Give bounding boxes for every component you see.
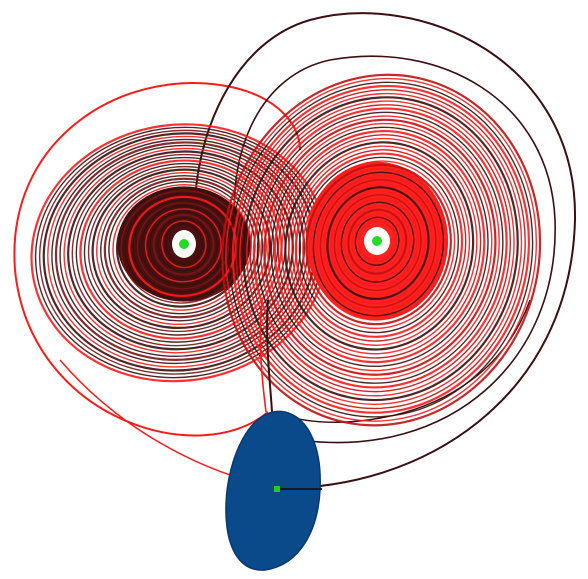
left-fixed-point [172,230,196,258]
trajectory-loop [298,156,459,334]
trajectory-loop [256,111,504,384]
trajectory-loop [152,213,215,276]
initial-point [274,486,280,492]
trajectory-loop [340,201,415,283]
outer-red-trajectory [13,82,301,437]
trajectory-loop [305,163,452,326]
trajectory-loop [75,156,286,343]
trajectory-loop [344,205,411,279]
trajectory-loop [333,194,422,292]
trajectory-loop [330,190,426,296]
trajectory-loop [354,216,400,266]
trajectory-loop [115,186,249,308]
trajectory-loop [87,165,275,333]
trajectory-loop [239,92,523,405]
trajectory-loop [157,217,211,272]
trajectory-loop [59,144,302,358]
trajectory-loop [79,159,283,340]
trajectory-loop [270,126,489,368]
trajectory-loop [228,81,534,418]
trajectory-loop [124,193,241,301]
trajectory-loop [351,212,404,271]
trajectory-loop [221,73,542,427]
trajectory-loop [164,222,204,266]
trajectory-loop [148,211,218,279]
trajectory-loop [277,134,482,359]
right-attractor-lobe [221,73,542,427]
trajectory-loop [242,96,519,402]
trajectory-loop [252,107,508,389]
trajectory-loop [302,160,456,330]
trajectory-loop [281,137,478,355]
trajectory-loop [315,174,441,313]
trajectory-loop [63,147,298,354]
trajectory-loop [294,152,464,338]
trajectory-loop [347,208,408,275]
trajectory-loop [267,122,493,372]
trajectory-loop [71,153,290,347]
trajectory-loop [132,199,233,294]
trajectory-loop [249,104,511,393]
trajectory-loop [273,129,486,364]
trajectory-loop [357,219,397,263]
trajectory-loop [312,171,445,317]
trajectory-loop [140,204,226,287]
trajectory-loop [128,195,238,298]
trajectory-loop [284,141,475,351]
trajectory-loop [144,208,222,283]
trajectory-loop [291,149,467,342]
strand-to-blob [266,299,273,413]
trajectory-loop [136,202,230,290]
connecting-strands [259,299,273,413]
left-attractor-lobe [30,123,328,383]
trajectory-loop [336,197,419,288]
trajectory-loop [323,182,433,304]
trajectory-loop [235,89,526,410]
trajectory-loop [309,167,448,321]
trajectory-loop [288,145,471,346]
trajectory-loop [225,77,538,422]
trajectory-loop [246,100,515,397]
trajectory-loop [161,220,207,269]
blue-basin-blob [225,410,321,571]
trajectory-loop [263,118,497,376]
right-fixed-point [364,227,390,255]
trajectory-loop [326,186,430,300]
trajectory-loop [67,150,294,351]
trajectory-loop [54,141,306,361]
trajectory-loop [260,115,500,380]
strand-to-blob-red [259,299,267,413]
outer-dark-trajectory-2 [233,55,556,444]
trajectory-loop [231,84,530,414]
outer-dark-trajectory [194,12,577,490]
trajectory-loop [319,179,437,308]
